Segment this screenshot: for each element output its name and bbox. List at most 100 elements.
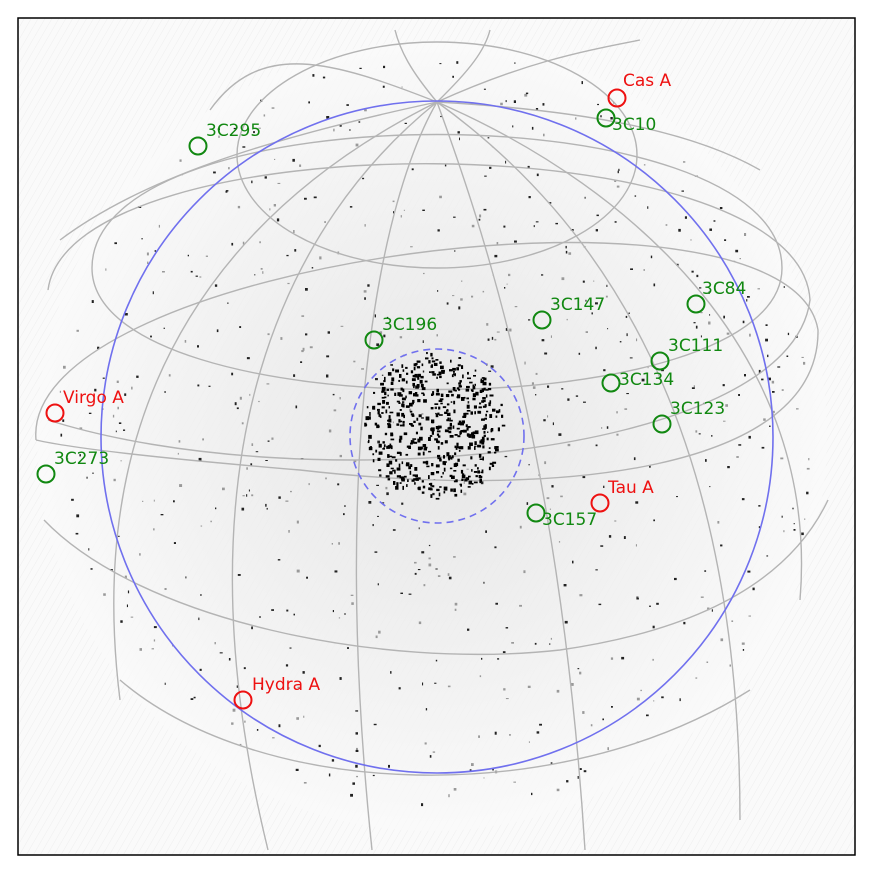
- emission-speck: [413, 393, 416, 397]
- noise-speck: [383, 334, 386, 338]
- noise-speck: [575, 395, 579, 397]
- noise-speck: [640, 689, 642, 692]
- noise-speck: [528, 319, 531, 321]
- noise-speck: [683, 621, 686, 625]
- emission-speck: [398, 463, 401, 468]
- noise-speck: [741, 642, 745, 645]
- emission-speck: [383, 380, 386, 383]
- noise-speck: [629, 357, 633, 359]
- emission-speck: [417, 375, 420, 380]
- emission-speck: [402, 423, 405, 427]
- emission-speck: [458, 449, 461, 452]
- emission-speck: [415, 385, 419, 389]
- emission-speck: [465, 424, 468, 428]
- noise-speck: [746, 299, 748, 302]
- emission-speck: [374, 422, 378, 426]
- noise-speck: [242, 495, 245, 497]
- noise-speck: [758, 526, 761, 529]
- emission-speck: [461, 420, 465, 424]
- emission-speck: [438, 371, 442, 376]
- emission-speck: [479, 402, 482, 405]
- emission-speck: [482, 405, 487, 408]
- noise-speck: [531, 382, 534, 386]
- meridian-10: [436, 29, 491, 103]
- noise-speck: [398, 687, 401, 690]
- noise-speck: [173, 500, 175, 503]
- noise-speck: [614, 180, 617, 182]
- noise-speck: [249, 393, 251, 396]
- noise-speck: [312, 74, 315, 77]
- noise-speck: [496, 331, 500, 333]
- noise-speck: [386, 316, 389, 319]
- noise-speck: [124, 575, 127, 579]
- noise-speck: [251, 443, 254, 446]
- noise-speck: [190, 270, 193, 273]
- emission-speck: [477, 445, 482, 448]
- noise-speck: [519, 604, 522, 607]
- emission-speck: [431, 463, 434, 467]
- noise-speck: [387, 394, 389, 397]
- emission-speck: [494, 451, 497, 454]
- emission-speck: [446, 410, 449, 412]
- noise-speck: [422, 370, 425, 373]
- source-label: Hydra A: [252, 675, 320, 695]
- noise-speck: [428, 563, 432, 567]
- noise-speck: [511, 642, 514, 644]
- noise-speck: [579, 671, 582, 675]
- noise-speck: [88, 412, 92, 414]
- emission-speck: [417, 452, 421, 456]
- noise-speck: [724, 239, 727, 241]
- emission-speck: [436, 430, 441, 433]
- emission-speck: [400, 387, 403, 391]
- noise-speck: [112, 414, 115, 418]
- emission-speck: [486, 437, 489, 441]
- noise-speck: [393, 211, 395, 214]
- noise-speck: [355, 732, 358, 735]
- emission-speck: [481, 436, 485, 441]
- noise-speck: [271, 107, 275, 109]
- source-label: Tau A: [607, 478, 654, 498]
- noise-speck: [294, 249, 297, 252]
- noise-speck: [483, 208, 487, 211]
- source-marker: [364, 330, 384, 350]
- noise-speck: [124, 393, 127, 396]
- emission-speck: [432, 391, 435, 395]
- emission-speck: [430, 472, 435, 476]
- noise-speck: [62, 419, 65, 422]
- emission-speck: [428, 475, 430, 479]
- noise-speck: [484, 175, 487, 177]
- noise-speck: [624, 408, 628, 410]
- emission-speck: [443, 467, 446, 472]
- noise-speck: [758, 369, 761, 373]
- emission-speck: [386, 445, 390, 449]
- noise-speck: [636, 338, 638, 342]
- emission-speck: [482, 428, 486, 430]
- noise-speck: [219, 652, 223, 654]
- emission-speck: [372, 459, 375, 463]
- emission-speck: [449, 419, 453, 422]
- noise-speck: [200, 594, 202, 596]
- noise-speck: [63, 365, 66, 369]
- noise-speck: [410, 246, 413, 248]
- emission-speck: [396, 467, 401, 471]
- noise-speck: [709, 228, 712, 231]
- noise-speck: [373, 723, 377, 726]
- emission-speck: [497, 427, 500, 432]
- source-marker: [188, 136, 208, 156]
- noise-speck: [578, 352, 581, 355]
- emission-speck: [412, 438, 417, 440]
- noise-speck: [423, 272, 425, 275]
- noise-speck: [239, 396, 242, 400]
- noise-speck: [355, 749, 359, 752]
- noise-speck: [649, 605, 651, 607]
- emission-speck: [417, 399, 421, 403]
- noise-speck: [550, 762, 553, 764]
- emission-speck: [480, 471, 483, 474]
- noise-speck: [535, 394, 537, 396]
- emission-speck: [438, 399, 443, 402]
- emission-speck: [454, 493, 458, 497]
- emission-speck: [430, 352, 433, 357]
- noise-speck: [59, 390, 61, 393]
- emission-speck: [394, 392, 397, 396]
- noise-speck: [285, 664, 289, 667]
